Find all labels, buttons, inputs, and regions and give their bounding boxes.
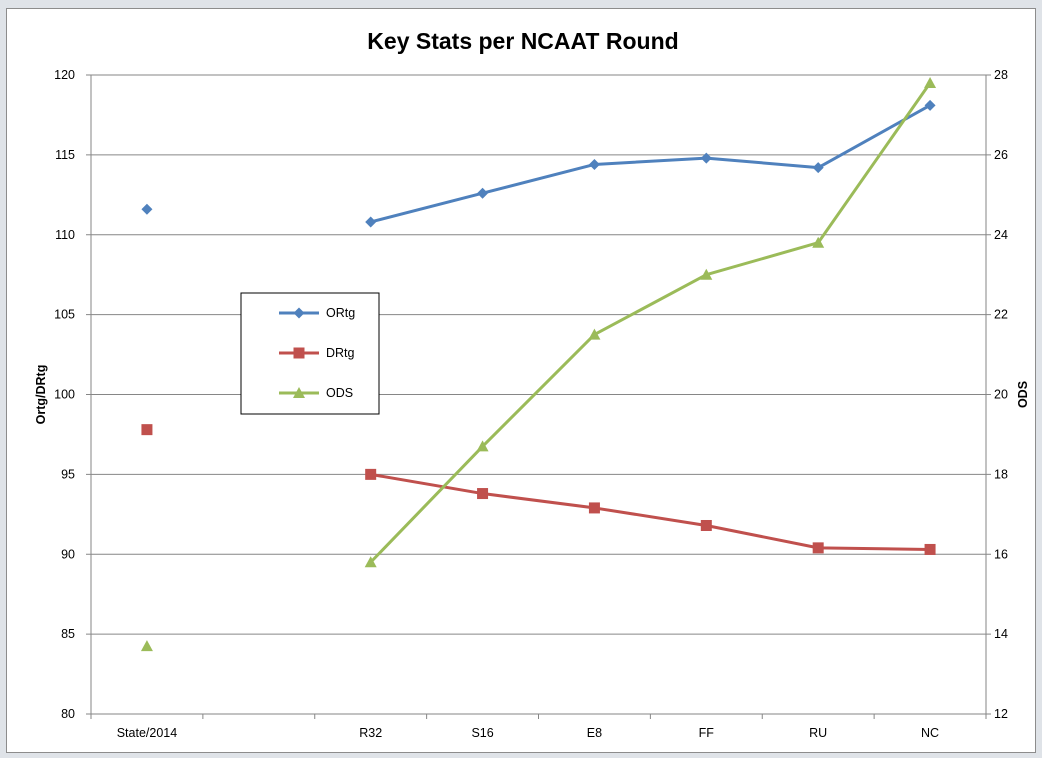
y-right-tick-label: 14	[994, 627, 1008, 641]
legend-marker-ods	[293, 387, 305, 398]
data-point-ortg	[812, 162, 824, 174]
y-left-tick-label: 90	[61, 547, 75, 561]
legend-label-ortg: ORtg	[326, 306, 355, 320]
y-right-tick-label: 22	[994, 308, 1008, 322]
series-line-ortg	[370, 104, 931, 224]
series-line-ods	[369, 82, 932, 564]
data-point-drtg	[141, 424, 153, 436]
legend: ORtg DRtg ODS	[240, 292, 380, 415]
series-line-drtg	[370, 472, 931, 551]
data-point-drtg	[477, 488, 489, 500]
x-tick-label: FF	[699, 726, 715, 740]
x-tick-label: RU	[809, 726, 827, 740]
data-point-ods	[924, 76, 937, 88]
series-ods	[140, 76, 937, 652]
data-point-ortg	[477, 187, 489, 199]
data-point-drtg	[588, 502, 600, 514]
data-point-ods	[364, 556, 377, 568]
y-left-tick-label: 115	[55, 148, 75, 162]
legend-label-ods: ODS	[326, 386, 353, 400]
y-right-tick-label: 20	[994, 388, 1008, 402]
data-point-ortg	[141, 203, 153, 215]
data-point-ortg	[924, 99, 936, 111]
legend-marker-drtg	[293, 347, 305, 359]
y-left-tick-label: 95	[61, 467, 75, 481]
series-drtg	[141, 424, 936, 555]
x-tick-label: E8	[587, 726, 602, 740]
y-left-tick-label: 120	[54, 68, 75, 82]
legend-marker-ortg	[293, 307, 305, 319]
data-point-ods	[140, 640, 153, 652]
chart-title: Key Stats per NCAAT Round	[367, 28, 678, 54]
x-tick-label: S16	[471, 726, 493, 740]
chart-frame: Key Stats per NCAAT Round 80 85 90 95 100 105…	[6, 8, 1036, 753]
y-right-axis-title: ODS	[1016, 381, 1030, 408]
y-right-tick-label: 18	[994, 467, 1008, 481]
series-layer	[140, 76, 937, 652]
x-tick-label: R32	[359, 726, 382, 740]
data-point-ortg	[700, 152, 712, 164]
data-point-drtg	[700, 519, 712, 531]
y-right-tick-label: 28	[994, 68, 1008, 82]
y-left-tick-label: 105	[54, 308, 75, 322]
data-point-drtg	[365, 468, 377, 480]
data-point-drtg	[812, 542, 824, 554]
y-left-tick-label: 110	[55, 228, 75, 242]
x-tick-label: State/2014	[117, 726, 178, 740]
y-left-tick-label: 80	[61, 707, 75, 721]
chart-svg: Key Stats per NCAAT Round 80 85 90 95 100 105…	[34, 28, 1030, 740]
data-point-drtg	[924, 543, 936, 555]
grid-layer	[91, 74, 986, 635]
data-point-ods	[476, 440, 489, 452]
y-right-tick-label: 24	[994, 228, 1008, 242]
legend-label-drtg: DRtg	[326, 346, 355, 360]
series-ortg	[141, 99, 936, 228]
y-right-tick-label: 26	[994, 148, 1008, 162]
data-point-ods	[812, 236, 825, 248]
data-point-ortg	[588, 158, 600, 170]
y-right-tick-label: 12	[994, 707, 1008, 721]
y-left-axis-title: Ortg/DRtg	[34, 365, 48, 425]
data-point-ortg	[365, 216, 377, 228]
axes-layer: 80 85 90 95 100 105 110 115 120 12 14 16 18 20 22 24 26 2…	[34, 68, 1030, 740]
y-left-tick-label: 100	[54, 388, 75, 402]
y-right-tick-label: 16	[994, 547, 1008, 561]
data-point-ods	[588, 328, 601, 340]
data-point-ods	[700, 268, 713, 280]
y-left-tick-label: 85	[61, 627, 75, 641]
x-tick-label: NC	[921, 726, 939, 740]
